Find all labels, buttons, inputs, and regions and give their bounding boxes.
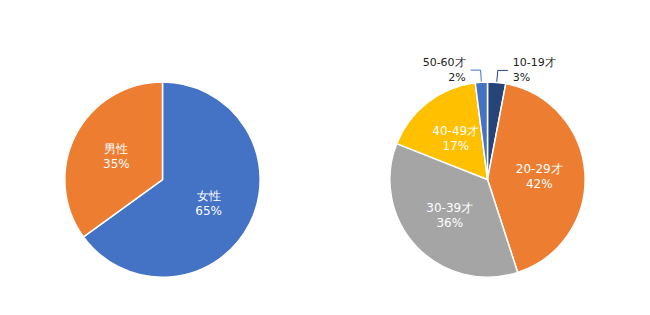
- svg-text:2%: 2%: [448, 71, 465, 84]
- svg-text:男性: 男性: [104, 142, 128, 156]
- svg-text:20-29才: 20-29才: [516, 162, 563, 176]
- svg-text:女性: 女性: [197, 189, 221, 203]
- svg-text:40-49才: 40-49才: [432, 124, 479, 138]
- svg-text:35%: 35%: [103, 157, 130, 171]
- svg-text:10-19才: 10-19才: [513, 56, 556, 69]
- svg-text:50-60才: 50-60才: [423, 56, 466, 69]
- svg-text:17%: 17%: [442, 139, 469, 153]
- svg-text:42%: 42%: [526, 177, 553, 191]
- svg-text:65%: 65%: [195, 204, 222, 218]
- svg-text:30-39才: 30-39才: [426, 201, 473, 215]
- svg-text:3%: 3%: [513, 71, 530, 84]
- svg-text:36%: 36%: [436, 216, 463, 230]
